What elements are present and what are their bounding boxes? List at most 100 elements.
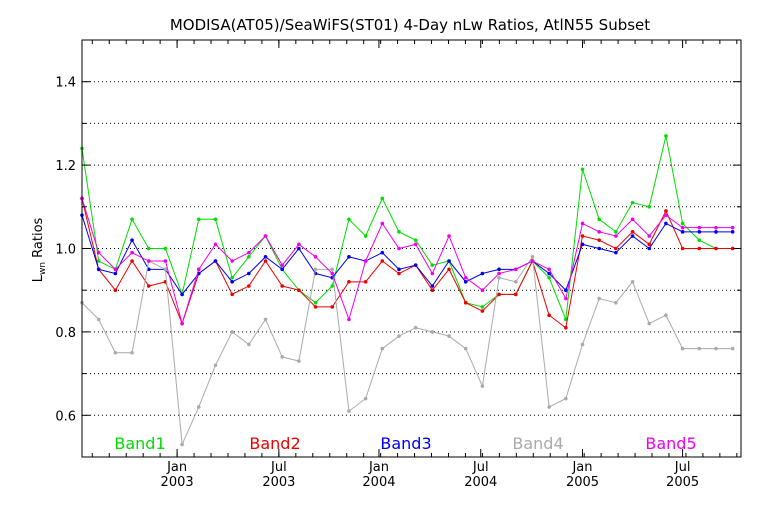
data-point-band5	[280, 263, 285, 267]
x-tick-label-year: 2003	[262, 475, 295, 490]
x-tick-label-month: Jan	[571, 460, 592, 475]
data-point-band3	[213, 259, 218, 263]
data-point-band3	[730, 230, 735, 234]
data-point-band4	[380, 346, 385, 351]
data-point-band2	[330, 305, 335, 309]
data-point-band2	[113, 288, 118, 293]
x-tick-label-month: Jul	[674, 460, 691, 475]
data-point-band4	[96, 317, 101, 322]
data-point-band4	[330, 267, 335, 272]
data-point-band5	[730, 225, 735, 230]
data-point-band2	[697, 246, 702, 251]
data-point-band2	[463, 300, 468, 305]
data-point-band4	[263, 317, 268, 322]
data-point-band3	[297, 246, 301, 251]
data-point-band4	[664, 313, 668, 318]
data-point-band5	[647, 234, 652, 238]
data-point-band4	[363, 396, 368, 401]
data-point-band5	[497, 271, 501, 276]
data-point-band4	[413, 325, 418, 330]
data-point-band1	[363, 234, 368, 238]
data-point-band5	[413, 242, 418, 247]
data-point-band5	[313, 255, 318, 259]
data-point-band5	[513, 267, 518, 272]
data-point-band3	[180, 292, 184, 297]
data-point-band2	[597, 238, 601, 242]
data-point-band1	[664, 134, 668, 138]
chart-title: MODISA(AT05)/SeaWiFS(ST01) 4-Day nLw Rat…	[170, 16, 650, 34]
data-point-band5	[247, 250, 251, 255]
data-point-band3	[614, 250, 618, 255]
data-point-band3	[497, 267, 501, 272]
data-point-band5	[564, 296, 568, 301]
data-point-band2	[647, 242, 652, 247]
data-point-band5	[530, 259, 535, 263]
data-point-band1	[680, 221, 685, 226]
data-point-band5	[347, 317, 351, 322]
data-point-band4	[397, 334, 401, 338]
data-point-band4	[730, 346, 735, 351]
data-point-band1	[196, 217, 201, 222]
data-point-band4	[447, 334, 451, 338]
data-point-band3	[480, 271, 485, 276]
data-point-band3	[413, 263, 418, 267]
series-line-band4	[81, 255, 733, 447]
data-point-band5	[614, 234, 618, 238]
legend-label-band5: Band5	[645, 434, 696, 453]
data-point-band4	[630, 280, 635, 284]
series-line-band1	[81, 135, 733, 320]
data-point-band4	[647, 321, 652, 326]
data-point-band2	[130, 259, 134, 263]
data-point-band4	[297, 359, 301, 363]
data-point-band4	[130, 350, 134, 355]
data-point-band3	[697, 230, 702, 234]
data-point-band4	[196, 405, 201, 409]
data-point-band5	[297, 242, 301, 247]
data-point-band3	[630, 234, 635, 238]
data-point-band1	[630, 200, 635, 205]
data-point-band4	[614, 300, 618, 305]
data-point-band2	[480, 309, 485, 313]
data-point-band3	[280, 267, 285, 272]
data-point-band5	[213, 242, 218, 247]
data-point-band1	[247, 255, 251, 259]
data-point-band3	[714, 230, 718, 234]
legend-label-band4: Band4	[512, 434, 563, 453]
x-tick-label-year: 2004	[464, 475, 497, 490]
data-point-band5	[480, 288, 485, 293]
data-point-band5	[630, 217, 635, 222]
data-point-band4	[163, 267, 168, 272]
x-tick-label-month: Jul	[472, 460, 489, 475]
data-point-band4	[180, 442, 184, 447]
data-point-band2	[680, 246, 685, 251]
data-point-band5	[180, 321, 184, 326]
data-point-band3	[547, 271, 551, 276]
data-point-band2	[397, 271, 401, 276]
data-point-band2	[664, 209, 668, 213]
data-point-band5	[547, 267, 551, 272]
data-point-band3	[130, 238, 134, 242]
x-tick-label-month: Jul	[270, 460, 287, 475]
y-axis-label-rest: Ratios	[31, 217, 46, 262]
data-point-band2	[614, 246, 618, 251]
data-point-band2	[230, 292, 234, 297]
data-point-band1	[430, 263, 435, 267]
data-point-band1	[697, 238, 702, 242]
data-point-band3	[263, 255, 268, 259]
series-line-band3	[81, 214, 733, 296]
data-point-band5	[163, 259, 168, 263]
data-point-band4	[564, 396, 568, 401]
data-point-band4	[513, 280, 518, 284]
data-point-band2	[447, 267, 451, 272]
series-line-band5	[81, 198, 733, 326]
data-point-band3	[564, 288, 568, 293]
x-tick-label-year: 2004	[362, 475, 395, 490]
x-tick-label-month: Jan	[166, 460, 187, 475]
data-point-band4	[213, 363, 218, 368]
data-point-band1	[130, 217, 134, 222]
data-point-band3	[680, 230, 685, 234]
data-point-band5	[230, 259, 234, 263]
data-point-band2	[347, 280, 351, 284]
data-point-band3	[113, 271, 118, 276]
data-point-band4	[530, 255, 535, 259]
